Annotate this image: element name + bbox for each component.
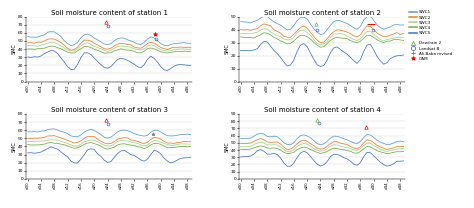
Title: Soil moisture content of station 1: Soil moisture content of station 1 <box>51 10 168 16</box>
Title: Soil moisture content of station 2: Soil moisture content of station 2 <box>264 10 381 16</box>
Y-axis label: SMC: SMC <box>224 141 229 152</box>
Title: Soil moisture content of station 3: Soil moisture content of station 3 <box>51 107 168 113</box>
Y-axis label: SMC: SMC <box>11 44 16 54</box>
Legend: SWC1, SWC2, SWC3, SWC4, SWC5, , Dew/rain 2, Landsat B, Ali-Baba revised, GAM: SWC1, SWC2, SWC3, SWC4, SWC5, , Dew/rain… <box>409 10 452 61</box>
Y-axis label: SMC: SMC <box>11 141 16 152</box>
Title: Soil moisture content of station 4: Soil moisture content of station 4 <box>264 107 381 113</box>
Y-axis label: SMC: SMC <box>224 44 229 54</box>
